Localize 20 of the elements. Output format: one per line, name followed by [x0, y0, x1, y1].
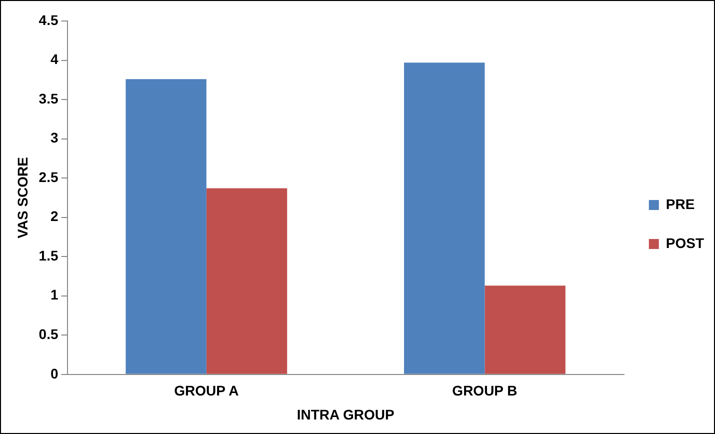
- y-tick-label: 1.5: [38, 247, 58, 264]
- y-tick-label: 0: [50, 365, 58, 382]
- y-tick-label: 2: [50, 208, 58, 224]
- y-tick-label: 4: [50, 51, 58, 68]
- y-tick-label: 0.5: [38, 326, 58, 342]
- y-tick-label: 2.5: [38, 168, 58, 185]
- legend-label: POST: [666, 234, 704, 251]
- x-axis-title: INTRA GROUP: [296, 406, 394, 422]
- y-axis-title: VAS SCORE: [14, 156, 30, 238]
- y-tick-label: 3.5: [38, 90, 58, 106]
- y-tick-label: 1: [50, 286, 58, 303]
- bar: [206, 188, 288, 374]
- bar: [126, 79, 206, 374]
- x-tick-label: GROUP B: [452, 382, 518, 399]
- y-tick-label: 3: [50, 130, 58, 146]
- bar: [484, 286, 566, 374]
- bar: [404, 62, 485, 374]
- legend-label: PRE: [666, 196, 695, 212]
- x-tick-label: GROUP A: [174, 382, 239, 399]
- y-tick-label: 4.5: [38, 12, 58, 28]
